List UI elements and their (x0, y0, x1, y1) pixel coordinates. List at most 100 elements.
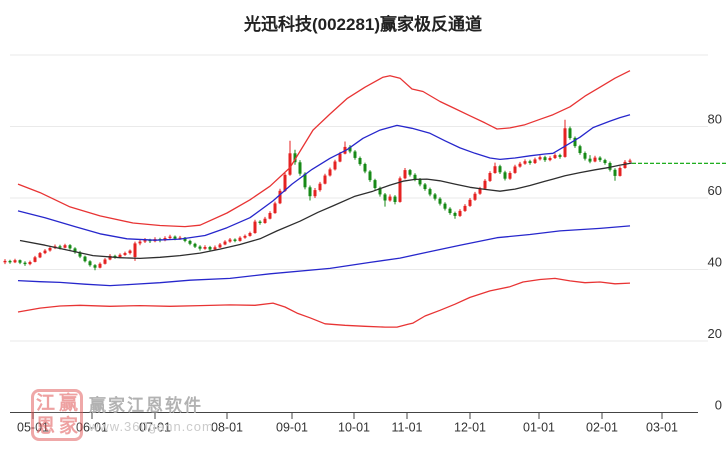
candle-body (258, 221, 262, 223)
candle-body (283, 174, 287, 191)
candle-body (123, 253, 127, 255)
candle-body (443, 203, 447, 209)
candle-body (378, 188, 382, 195)
candle-body (318, 183, 322, 191)
y-axis-label: 40 (708, 255, 722, 270)
lower-channel-red-line (17, 277, 631, 328)
candle-body (83, 256, 87, 262)
candle-body (203, 247, 207, 249)
candle-body (468, 199, 472, 206)
candle-body (628, 160, 632, 162)
candle-body (208, 247, 212, 250)
candle-body (358, 158, 362, 165)
candle-body (88, 261, 92, 266)
candle-body (108, 255, 112, 260)
candle-body (348, 146, 352, 152)
candle-body (328, 169, 332, 176)
candle-body (448, 208, 452, 213)
grid-lines (10, 54, 708, 342)
candle-body (488, 173, 492, 181)
candle-body (483, 180, 487, 189)
candle-body (28, 262, 32, 265)
candle-body (458, 210, 462, 216)
candle-body (583, 153, 587, 159)
candle-body (68, 245, 72, 249)
candle-body (103, 259, 107, 264)
candle-body (623, 161, 627, 168)
candle-body (498, 166, 502, 173)
candle-body (248, 233, 252, 236)
x-axis-label: 08-01 (211, 421, 243, 435)
candle-body (568, 128, 572, 138)
y-axis-label: 0 (715, 398, 722, 413)
candle-body (218, 244, 222, 248)
candle-body (183, 237, 187, 241)
candle-body (238, 237, 242, 241)
candle-body (293, 153, 297, 163)
candle-body (503, 172, 507, 179)
candle-body (243, 235, 247, 238)
candle-body (593, 157, 597, 162)
candle-body (548, 158, 552, 161)
candle-body (513, 166, 517, 173)
candle-body (193, 243, 197, 247)
candle-body (373, 180, 377, 188)
candle-body (563, 128, 567, 157)
candle-body (588, 158, 592, 162)
candle-body (133, 243, 137, 257)
candle-body (578, 146, 582, 153)
x-axis-label: 07-01 (139, 421, 171, 435)
candle-body (518, 163, 522, 167)
candle-body (313, 190, 317, 197)
candle-body (308, 187, 312, 197)
candle-body (398, 178, 402, 202)
candle-body (8, 260, 12, 263)
candle-body (168, 236, 172, 238)
candle-body (558, 155, 562, 157)
candle-body (38, 253, 42, 258)
candle-body (23, 262, 27, 265)
candle-body (138, 241, 142, 244)
candle-body (288, 153, 292, 175)
candle-body (598, 157, 602, 161)
life-line-black-line (19, 162, 633, 260)
candle-body (408, 170, 412, 175)
x-axis-label: 06-01 (76, 421, 108, 435)
candle-body (453, 213, 457, 216)
x-axis-label: 01-01 (523, 421, 555, 435)
x-axis-label: 02-01 (586, 421, 618, 435)
candle-body (198, 246, 202, 249)
candle-body (613, 169, 617, 176)
candle-body (278, 190, 282, 204)
candle-body (303, 173, 307, 188)
candle-body (263, 218, 267, 223)
candle-body (173, 236, 177, 239)
x-axis-label: 10-01 (338, 421, 370, 435)
candle-body (363, 164, 367, 172)
x-axis: 05-01 06-01 07-01 08-01 09-01 10-01 11-01 12-01… (10, 412, 698, 435)
candle-body (333, 161, 337, 170)
candle-body (538, 157, 542, 160)
candle-body (603, 160, 607, 163)
upper-inner-blue-line (17, 114, 631, 241)
candle-body (78, 252, 82, 257)
candle-body (323, 175, 327, 184)
candle-body (298, 162, 302, 174)
candle-body (13, 260, 17, 263)
chart-title: 光迅科技(002281)赢家极反通道 (243, 15, 483, 34)
candle-body (228, 239, 232, 242)
candle-body (463, 205, 467, 211)
candle-body (478, 188, 482, 194)
candle-body (528, 161, 532, 163)
candle-body (48, 248, 52, 251)
lower-inner-blue-line (17, 225, 631, 287)
candle-body (253, 221, 257, 233)
y-axis-labels: 0 20 40 60 80 (708, 112, 722, 413)
candle-body (438, 198, 442, 204)
candle-body (273, 203, 277, 214)
upper-channel-red-line (17, 70, 631, 228)
candle-body (433, 194, 437, 199)
candlestick-series (3, 119, 632, 271)
candle-body (268, 213, 272, 219)
